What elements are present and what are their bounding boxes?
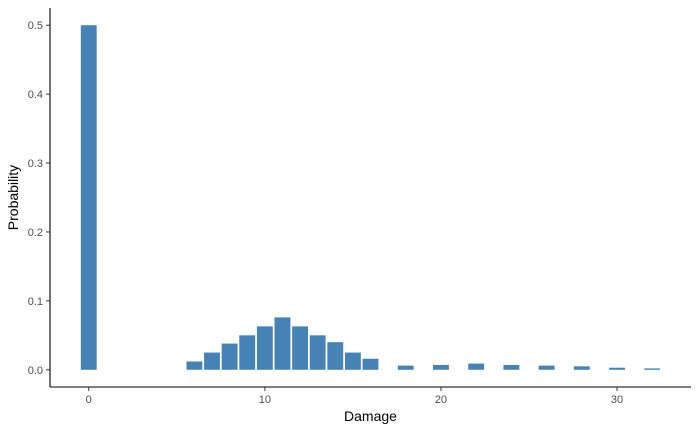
bar-damage-22	[468, 363, 485, 370]
bar-damage-30	[609, 367, 625, 370]
bar-damage-9	[239, 335, 256, 370]
bar-damage-32	[644, 368, 661, 370]
x-tick-label-20: 20	[435, 394, 447, 406]
bar-damage-12	[292, 326, 308, 370]
bar-damage-15	[344, 352, 361, 370]
bar-damage-18	[397, 365, 414, 370]
bar-damage-6	[186, 361, 203, 370]
bar-damage-20	[433, 364, 449, 370]
bar-damage-7	[204, 352, 220, 370]
y-tick-label-0.5: 0.5	[28, 20, 43, 32]
bar-damage-0	[80, 25, 97, 370]
y-tick-label-0.4: 0.4	[28, 89, 43, 101]
x-axis-title: Damage	[344, 408, 397, 424]
bars-group	[80, 25, 661, 370]
y-tick-label-0.2: 0.2	[28, 227, 43, 239]
y-tick-label-0.1: 0.1	[28, 296, 43, 308]
bar-damage-14	[327, 342, 344, 370]
bar-damage-10	[256, 326, 273, 370]
bar-damage-16	[362, 358, 379, 370]
y-tick-label-0.3: 0.3	[28, 158, 43, 170]
bar-damage-8	[221, 343, 238, 370]
x-tick-label-30: 30	[611, 394, 623, 406]
y-axis-title: Probability	[5, 165, 21, 230]
x-tick-label-0: 0	[86, 394, 92, 406]
y-axis-ticks: 0.0 0.1 0.2 0.3 0.4 0.5	[28, 20, 50, 377]
bar-damage-26	[538, 365, 555, 370]
y-tick-label-0.0: 0.0	[28, 365, 43, 377]
bar-damage-28	[573, 366, 590, 370]
bar-damage-13	[309, 335, 326, 370]
bar-damage-24	[503, 364, 520, 370]
x-axis-ticks: 0 10 20 30	[86, 387, 623, 406]
bar-damage-11	[274, 317, 291, 370]
x-tick-label-10: 10	[259, 394, 271, 406]
